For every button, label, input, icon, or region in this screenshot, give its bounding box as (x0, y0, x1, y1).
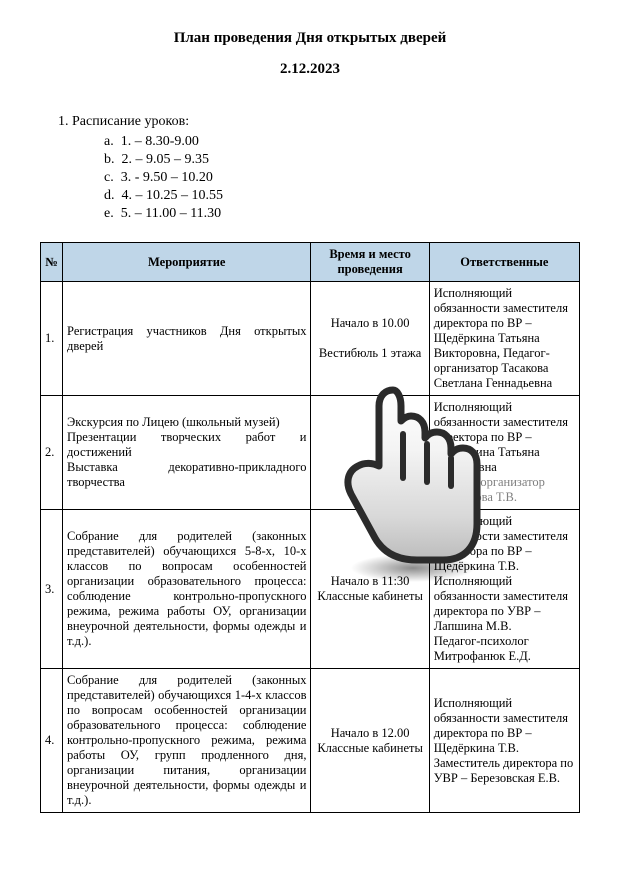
list-item: b. 2. – 9.05 – 9.35 (104, 152, 580, 168)
row-event: Экскурсия по Лицею (школьный музей) През… (63, 396, 311, 510)
table-row: 1. Регистрация участников Дня открытых д… (41, 282, 580, 396)
header-event: Мероприятие (63, 243, 311, 282)
row-num: 1. (41, 282, 63, 396)
table-row: 4. Собрание для родителей (законных пред… (41, 669, 580, 813)
row-event: Регистрация участников Дня открытых двер… (63, 282, 311, 396)
list-item: e. 5. – 11.00 – 11.30 (104, 206, 580, 222)
list-item: a. 1. – 8.30-9.00 (104, 134, 580, 150)
row-resp: Исполняющий обязанности заместителя дире… (429, 669, 579, 813)
event-table: № Мероприятие Время и место проведения О… (40, 242, 580, 813)
header-resp: Ответственные (429, 243, 579, 282)
table-header-row: № Мероприятие Время и место проведения О… (41, 243, 580, 282)
section-heading: 1. Расписание уроков: (58, 114, 580, 130)
list-item: c. 3. - 9.50 – 10.20 (104, 170, 580, 186)
row-resp: Исполняющий обязанности заместителя дире… (429, 396, 579, 510)
section-number: 1. (58, 114, 69, 129)
row-time: Начало в 10.00Вестибюль 1 этажа (311, 282, 429, 396)
row-event: Собрание для родителей (законных предста… (63, 669, 311, 813)
row-resp: Исполняющий обязанности заместителя дире… (429, 282, 579, 396)
page: План проведения Дня открытых дверей 2.12… (0, 0, 620, 833)
row-resp: Исполняющий обязанности заместителя дире… (429, 510, 579, 669)
section-label: Расписание уроков: (72, 114, 189, 129)
header-time: Время и место проведения (311, 243, 429, 282)
page-title: План проведения Дня открытых дверей (40, 30, 580, 47)
table-row: 3. Собрание для родителей (законных пред… (41, 510, 580, 669)
row-num: 4. (41, 669, 63, 813)
schedule-list: a. 1. – 8.30-9.00 b. 2. – 9.05 – 9.35 c.… (104, 134, 580, 222)
row-event: Собрание для родителей (законных предста… (63, 510, 311, 669)
row-time: Начало в 11:30 Классные кабинеты (311, 510, 429, 669)
row-time: 13:00 (311, 396, 429, 510)
page-date: 2.12.2023 (40, 61, 580, 78)
row-num: 2. (41, 396, 63, 510)
table-row: 2. Экскурсия по Лицею (школьный музей) П… (41, 396, 580, 510)
row-time: Начало в 12.00 Классные кабинеты (311, 669, 429, 813)
list-item: d. 4. – 10.25 – 10.55 (104, 188, 580, 204)
row-num: 3. (41, 510, 63, 669)
header-num: № (41, 243, 63, 282)
